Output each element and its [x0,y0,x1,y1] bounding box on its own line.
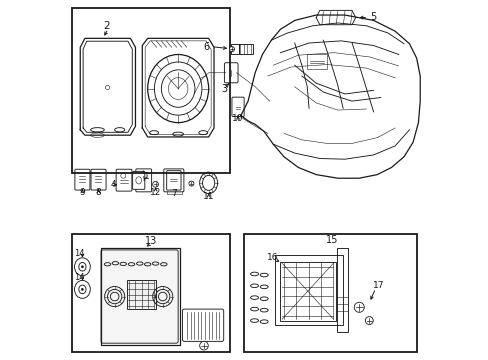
Text: 16: 16 [266,253,278,262]
Text: 14: 14 [74,249,84,258]
Bar [336,248,347,332]
Text: 9: 9 [80,188,85,197]
Bar [274,255,343,325]
Ellipse shape [229,46,234,51]
Ellipse shape [81,266,83,268]
Text: 12: 12 [149,188,161,197]
Ellipse shape [81,288,83,291]
Bar [72,234,230,352]
Text: 6: 6 [203,42,209,51]
Text: 15: 15 [325,235,338,245]
Text: 8: 8 [96,188,101,197]
Bar [306,54,326,69]
Ellipse shape [365,317,372,324]
Ellipse shape [188,181,194,186]
Text: 5: 5 [369,12,375,22]
Ellipse shape [353,302,364,312]
Text: 10: 10 [232,114,244,123]
Text: 13: 13 [145,236,157,246]
Bar [101,248,180,345]
Bar [238,44,253,54]
Text: 3: 3 [221,84,226,94]
Ellipse shape [199,341,208,350]
Bar [72,8,230,173]
Bar [230,44,238,54]
Bar [280,262,335,320]
FancyBboxPatch shape [132,171,144,189]
Text: 11: 11 [203,192,214,201]
Text: 17: 17 [372,281,383,290]
Text: 7: 7 [171,189,176,198]
Text: 2: 2 [103,21,109,31]
Bar [126,280,155,309]
Text: 14: 14 [74,273,84,282]
Bar [244,234,416,352]
Ellipse shape [152,181,158,187]
Text: 4: 4 [110,180,116,189]
Text: 1: 1 [144,172,149,181]
FancyBboxPatch shape [101,250,178,343]
